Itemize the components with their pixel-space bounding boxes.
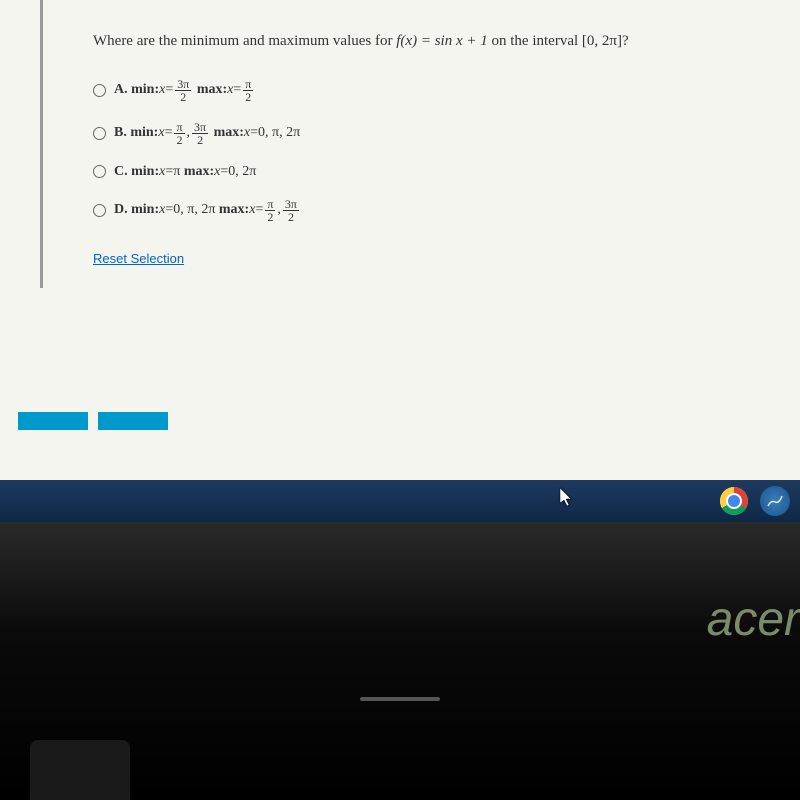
nav-button-1[interactable] — [18, 412, 88, 430]
app-icon[interactable] — [760, 486, 790, 516]
option-b[interactable]: B. min:x = π2, 3π2 max:x = 0, π, 2π — [93, 121, 750, 146]
nav-button-2[interactable] — [98, 412, 168, 430]
radio-b[interactable] — [93, 127, 106, 140]
option-c[interactable]: C. min:x = π max:x = 0, 2π — [93, 164, 750, 180]
option-d-letter: D. — [114, 202, 128, 218]
option-c-letter: C. — [114, 164, 128, 180]
reset-selection-link[interactable]: Reset Selection — [93, 251, 184, 266]
hinge — [30, 740, 130, 800]
radio-a[interactable] — [93, 84, 106, 97]
question-end: ? — [622, 33, 629, 49]
option-a-letter: A. — [114, 82, 128, 98]
question-suffix: on the interval — [492, 33, 582, 49]
question-function: f(x) = sin x + 1 — [396, 33, 488, 49]
taskbar — [0, 480, 800, 522]
question-prefix: Where are the minimum and maximum values… — [93, 33, 396, 49]
radio-d[interactable] — [93, 204, 106, 217]
question-panel: Where are the minimum and maximum values… — [40, 0, 800, 288]
screen-content: Where are the minimum and maximum values… — [0, 0, 800, 480]
option-a[interactable]: A. min:x = 3π2 max:x = π2 — [93, 78, 750, 103]
laptop-body: acer — [0, 522, 800, 800]
nav-buttons — [18, 412, 168, 430]
option-b-letter: B. — [114, 125, 127, 141]
question-interval: [0, 2π] — [582, 33, 622, 49]
chrome-icon[interactable] — [720, 487, 748, 515]
radio-c[interactable] — [93, 165, 106, 178]
option-d[interactable]: D. min:x = 0, π, 2π max:x = π2, 3π2 — [93, 198, 750, 223]
touchpad-indicator — [360, 697, 440, 701]
question-text: Where are the minimum and maximum values… — [93, 30, 750, 53]
acer-logo: acer — [707, 592, 800, 647]
